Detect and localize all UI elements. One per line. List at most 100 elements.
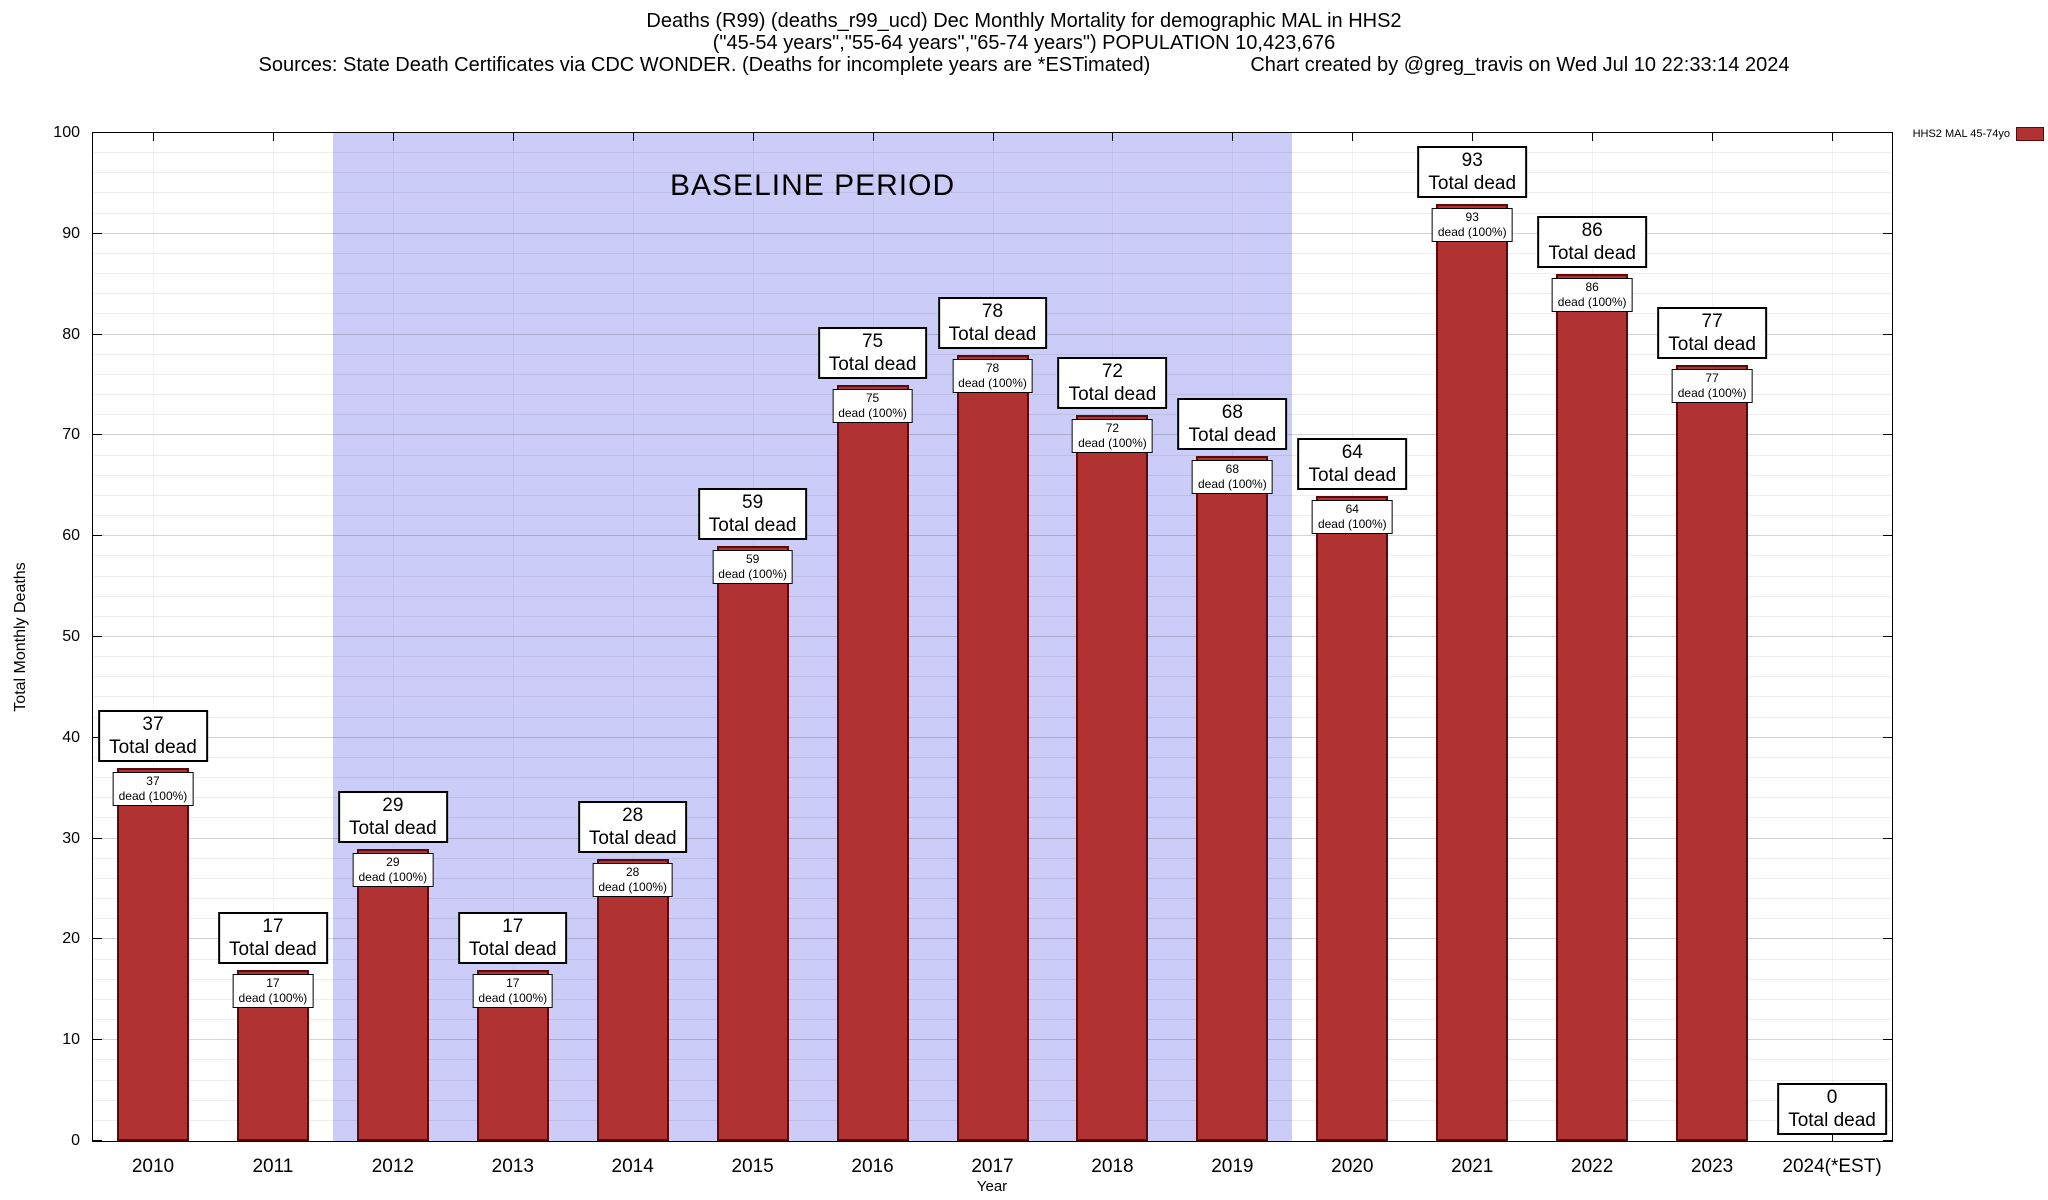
bar-above-label-text: Total dead: [229, 938, 317, 960]
bar-above-label-2011: 17 Total dead: [218, 911, 328, 964]
bar-top-label-text: dead (100%): [958, 375, 1027, 390]
bar-above-label-value: 86: [1581, 220, 1603, 242]
x-axis-title: Year: [976, 1178, 1008, 1195]
plot-area: BASELINE PERIOD 37 dead (100%) 37 Total dead…: [92, 132, 1893, 1142]
gridline-vertical: [272, 133, 274, 1141]
bar-above-label-text: Total dead: [1428, 172, 1517, 194]
bar-top-label-value: 17: [266, 975, 280, 990]
x-tick-mark-top: [1832, 133, 1834, 141]
x-tick-label-2016: 2016: [851, 1156, 894, 1177]
bar-above-label-2015: 59 Total dead: [697, 488, 808, 541]
gridline-minor: [93, 293, 1892, 295]
bar-2022: [1556, 274, 1629, 1141]
x-tick-label-2020: 2020: [1331, 1156, 1374, 1177]
y-tick-label-100: 100: [53, 124, 80, 141]
bar-2021: [1436, 203, 1509, 1141]
y-tick-label-10: 10: [62, 1031, 80, 1049]
y-tick-mark-right: [1883, 232, 1892, 234]
bar-above-label-2013: 17 Total dead: [457, 911, 568, 964]
y-tick-mark-right: [1883, 434, 1892, 436]
bar-top-label-2012: 29 dead (100%): [352, 852, 434, 887]
x-tick-label-2011: 2011: [252, 1156, 294, 1177]
bar-above-label-text: Total dead: [1788, 1110, 1876, 1131]
x-tick-label-2015: 2015: [731, 1156, 774, 1177]
bar-above-label-text: Total dead: [1068, 384, 1157, 406]
x-tick-mark-top: [872, 133, 874, 141]
bar-top-label-value: 77: [1705, 370, 1719, 385]
bar-top-label-value: 86: [1585, 280, 1599, 295]
bar-top-label-text: dead (100%): [238, 990, 308, 1005]
y-tick-mark-right: [1883, 535, 1892, 537]
y-tick-mark-left: [93, 434, 102, 436]
bar-above-label-2014: 28 Total dead: [577, 800, 688, 853]
x-tick-mark-top: [752, 133, 754, 141]
bar-top-label-text: dead (100%): [118, 789, 188, 804]
x-tick-mark-bottom: [1832, 1133, 1834, 1141]
y-tick-label-90: 90: [62, 224, 80, 242]
bar-above-label-value: 75: [861, 331, 884, 352]
y-tick-label-60: 60: [62, 527, 80, 545]
y-tick-mark-right: [1883, 636, 1892, 637]
y-tick-mark-right: [1883, 736, 1892, 738]
bar-top-label-2023: 77 dead (100%): [1671, 368, 1753, 403]
x-tick-mark-top: [1712, 133, 1714, 141]
bar-above-label-text: Total dead: [1188, 424, 1277, 446]
y-tick-label-70: 70: [62, 426, 80, 444]
gridline-minor: [93, 273, 1892, 275]
legend: HHS2 MAL 45-74yo: [1913, 127, 2044, 141]
bar-2020: [1316, 495, 1389, 1141]
y-tick-mark-left: [93, 736, 102, 738]
y-tick-label-80: 80: [62, 325, 80, 343]
bar-top-label-value: 72: [1105, 421, 1120, 436]
y-tick-mark-left: [93, 1140, 102, 1141]
bar-above-label-2018: 72 Total dead: [1057, 357, 1168, 410]
chart-title: Deaths (R99) (deaths_r99_ucd) Dec Monthl…: [646, 10, 1402, 32]
x-tick-mark-top: [632, 133, 634, 141]
bar-above-label-text: Total dead: [948, 323, 1037, 345]
bar-above-label-value: 68: [1221, 401, 1243, 423]
bar-above-label-value: 0: [1826, 1087, 1838, 1108]
x-tick-mark-top: [1232, 133, 1234, 141]
bar-top-label-text: dead (100%): [478, 990, 548, 1005]
bar-above-label-value: 72: [1101, 361, 1123, 383]
gridline-vertical: [152, 133, 154, 1141]
x-tick-mark-top: [152, 133, 154, 141]
y-tick-mark-right: [1883, 1039, 1892, 1041]
bar-top-label-text: dead (100%): [718, 567, 787, 582]
bar-above-label-value: 64: [1341, 441, 1363, 463]
bar-above-label-value: 28: [622, 804, 644, 826]
bar-2019: [1196, 455, 1269, 1141]
bar-top-label-text: dead (100%): [1437, 224, 1507, 239]
x-tick-label-2014: 2014: [611, 1156, 654, 1177]
bar-top-label-value: 29: [386, 854, 400, 869]
x-tick-label-2012: 2012: [371, 1156, 414, 1177]
gridline-vertical: [1832, 133, 1834, 1141]
x-tick-mark-top: [1472, 133, 1474, 141]
y-tick-mark-left: [93, 333, 102, 335]
bar-top-label-2019: 68 dead (100%): [1192, 459, 1273, 494]
x-tick-label-2010: 2010: [131, 1156, 175, 1177]
bar-2023: [1676, 364, 1749, 1141]
chart-subtitle: ("45-54 years","55-64 years","65-74 year…: [712, 32, 1336, 54]
bar-above-label-text: Total dead: [1308, 464, 1397, 486]
bar-top-label-2022: 86 dead (100%): [1551, 278, 1633, 313]
bar-above-label-text: Total dead: [828, 354, 917, 375]
y-tick-mark-left: [93, 232, 102, 234]
y-tick-mark-left: [93, 837, 102, 839]
bar-top-label-value: 75: [865, 391, 880, 405]
legend-label: HHS2 MAL 45-74yo: [1912, 128, 2010, 140]
bar-top-label-2016: 75 dead (100%): [832, 389, 913, 423]
bar-above-label-value: 77: [1701, 310, 1723, 332]
x-tick-mark-top: [392, 133, 394, 141]
x-tick-mark-top: [512, 133, 514, 141]
gridline-vertical: [512, 133, 514, 1141]
bar-2015: [716, 546, 789, 1141]
y-tick-mark-left: [93, 132, 102, 133]
gridline-minor: [93, 172, 1892, 174]
bar-top-label-value: 78: [985, 360, 1000, 375]
chart-sources: Sources: State Death Certificates via CD…: [258, 54, 1151, 76]
bar-above-label-value: 59: [742, 492, 764, 514]
x-tick-label-2019: 2019: [1211, 1156, 1254, 1177]
bar-2014: [596, 858, 669, 1141]
bar-top-label-2013: 17 dead (100%): [472, 973, 554, 1008]
